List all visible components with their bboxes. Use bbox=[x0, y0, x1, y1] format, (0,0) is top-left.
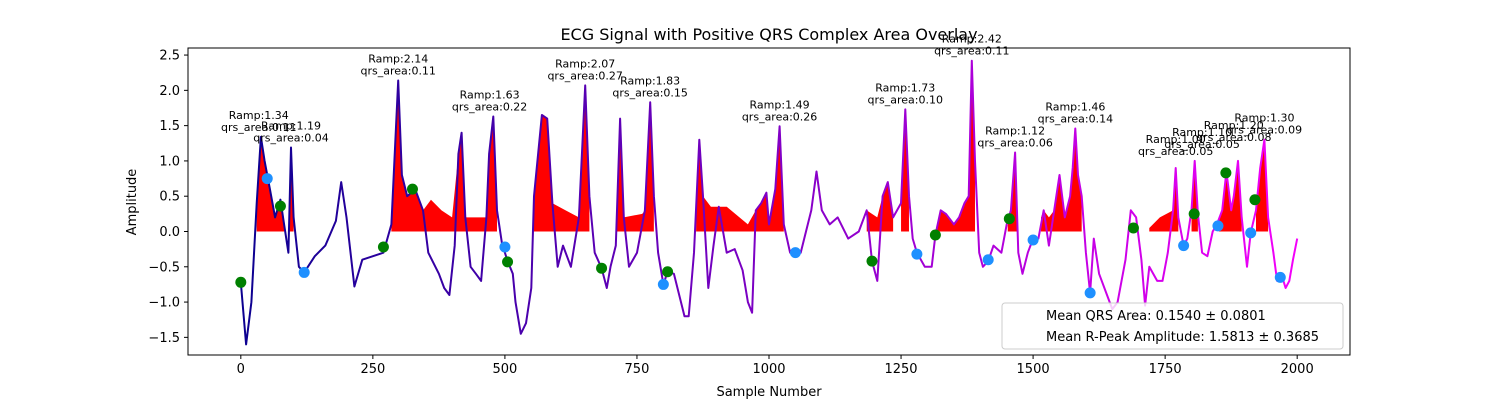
annotation-11-line-0: Ramp:1.00 bbox=[1146, 133, 1206, 146]
annotation-0-line-1: qrs_area:0.11 bbox=[221, 121, 296, 134]
qrs-area-5 bbox=[696, 126, 784, 232]
offset-marker-5 bbox=[596, 262, 608, 274]
onset-marker-3 bbox=[657, 278, 669, 290]
offset-marker-13 bbox=[1249, 194, 1261, 206]
annotation-7-line-1: qrs_area:0.10 bbox=[868, 93, 943, 106]
annotation-1-line-0: Ramp:1.19 bbox=[261, 120, 321, 133]
annotation-6-line-0: Ramp:1.49 bbox=[750, 98, 810, 111]
offset-marker-12 bbox=[1220, 167, 1232, 179]
x-tick-label-2: 500 bbox=[492, 362, 517, 377]
annotation-5-line-1: qrs_area:0.15 bbox=[612, 86, 687, 99]
peak-markers bbox=[235, 167, 1286, 299]
onset-marker-1 bbox=[298, 266, 310, 278]
y-tick-label-1: −1.0 bbox=[148, 296, 180, 311]
onset-marker-9 bbox=[1178, 240, 1190, 252]
y-tick-label-4: 0.5 bbox=[159, 190, 180, 205]
annotation-11-line-1: qrs_area:0.05 bbox=[1138, 145, 1213, 158]
qrs-area-10 bbox=[1041, 128, 1082, 232]
legend-entry-mean-r-peak: Mean R-Peak Amplitude: 1.5813 ± 0.3685 bbox=[1046, 330, 1319, 345]
legend-box bbox=[1001, 302, 1344, 350]
annotation-14-line-1: qrs_area:0.09 bbox=[1227, 124, 1302, 137]
onset-marker-4 bbox=[789, 247, 801, 259]
offset-marker-11 bbox=[1188, 208, 1200, 220]
x-tick-label-5: 1250 bbox=[884, 362, 917, 377]
onset-marker-8 bbox=[1084, 287, 1096, 299]
y-axis-ticks: −1.5 −1.0 −0.5 0.0 0.5 1.0 1.5 2.0 2.5 bbox=[148, 49, 188, 346]
x-tick-label-1: 250 bbox=[360, 362, 385, 377]
annotation-14-line-0: Ramp:1.30 bbox=[1234, 112, 1294, 125]
annotation-1-line-1: qrs_area:0.04 bbox=[253, 132, 328, 145]
onset-marker-6 bbox=[982, 254, 994, 266]
annotation-9-line-0: Ramp:1.12 bbox=[985, 124, 1045, 137]
annotation-8-line-1: qrs_area:0.11 bbox=[934, 45, 1009, 58]
onset-marker-5 bbox=[911, 248, 923, 260]
offset-marker-10 bbox=[1127, 222, 1139, 234]
onset-marker-12 bbox=[1274, 271, 1286, 283]
x-tick-label-8: 2000 bbox=[1281, 362, 1314, 377]
x-tick-label-0: 0 bbox=[237, 362, 245, 377]
offset-marker-3 bbox=[406, 183, 418, 195]
annotation-13-line-1: qrs_area:0.08 bbox=[1196, 131, 1271, 144]
annotation-0-line-0: Ramp:1.34 bbox=[229, 109, 289, 122]
y-tick-label-0: −1.5 bbox=[148, 331, 180, 346]
chart-title: ECG Signal with Positive QRS Complex Are… bbox=[560, 25, 977, 44]
annotation-7-line-0: Ramp:1.73 bbox=[875, 81, 935, 94]
y-tick-label-8: 2.5 bbox=[159, 49, 180, 64]
annotation-10-line-1: qrs_area:0.14 bbox=[1038, 112, 1113, 125]
x-tick-label-7: 1750 bbox=[1149, 362, 1182, 377]
onset-marker-10 bbox=[1212, 220, 1224, 232]
offset-marker-6 bbox=[662, 266, 674, 278]
y-tick-label-5: 1.0 bbox=[159, 154, 180, 169]
offset-marker-9 bbox=[1003, 213, 1015, 225]
annotation-4-line-0: Ramp:2.07 bbox=[555, 57, 615, 70]
annotation-5-line-0: Ramp:1.83 bbox=[620, 74, 680, 87]
offset-marker-1 bbox=[274, 200, 286, 212]
qrs-area-11 bbox=[1149, 167, 1179, 232]
peak-annotations: Ramp:1.34qrs_area:0.11Ramp:1.19qrs_area:… bbox=[221, 33, 1302, 158]
legend: Mean QRS Area: 0.1540 ± 0.0801 Mean R-Pe… bbox=[1001, 302, 1344, 350]
qrs-area-6 bbox=[866, 182, 894, 232]
x-tick-label-4: 1000 bbox=[752, 362, 785, 377]
annotation-3-line-0: Ramp:1.63 bbox=[460, 88, 520, 101]
qrs-area-2 bbox=[391, 80, 497, 232]
annotation-9-line-1: qrs_area:0.06 bbox=[977, 136, 1052, 149]
offset-marker-7 bbox=[866, 255, 878, 267]
offset-marker-0 bbox=[235, 276, 247, 288]
onset-marker-2 bbox=[499, 241, 511, 253]
annotation-8-line-0: Ramp:2.42 bbox=[942, 33, 1002, 46]
annotation-2-line-1: qrs_area:0.11 bbox=[360, 64, 435, 77]
onset-marker-11 bbox=[1245, 227, 1257, 239]
annotation-2-line-0: Ramp:2.14 bbox=[368, 52, 428, 65]
legend-entry-mean-qrs-area: Mean QRS Area: 0.1540 ± 0.0801 bbox=[1046, 309, 1266, 324]
annotation-13-line-0: Ramp:1.20 bbox=[1204, 119, 1264, 132]
annotation-10-line-0: Ramp:1.46 bbox=[1045, 100, 1105, 113]
qrs-area-0 bbox=[256, 136, 285, 232]
annotation-6-line-1: qrs_area:0.26 bbox=[742, 110, 817, 123]
y-axis-label: Amplitude bbox=[125, 169, 140, 236]
annotation-12-line-0: Ramp:1.10 bbox=[1172, 126, 1232, 139]
y-tick-label-2: −0.5 bbox=[148, 260, 180, 275]
x-axis-label: Sample Number bbox=[716, 385, 822, 400]
offset-marker-4 bbox=[502, 256, 514, 268]
x-axis-ticks: 0 250 500 750 1000 1250 1500 1750 2000 bbox=[237, 355, 1314, 377]
y-tick-label-3: 0.0 bbox=[159, 225, 180, 240]
onset-marker-7 bbox=[1027, 234, 1039, 246]
annotation-3-line-1: qrs_area:0.22 bbox=[452, 100, 527, 113]
qrs-area-7 bbox=[901, 109, 909, 232]
offset-marker-2 bbox=[377, 241, 389, 253]
offset-marker-8 bbox=[929, 229, 941, 241]
annotation-4-line-1: qrs_area:0.27 bbox=[547, 69, 622, 82]
y-tick-label-7: 2.0 bbox=[159, 84, 180, 99]
qrs-area-3 bbox=[533, 85, 590, 232]
annotation-12-line-1: qrs_area:0.05 bbox=[1164, 138, 1239, 151]
x-tick-label-6: 1500 bbox=[1017, 362, 1050, 377]
onset-marker-0 bbox=[261, 173, 273, 185]
x-tick-label-3: 750 bbox=[625, 362, 650, 377]
y-tick-label-6: 1.5 bbox=[159, 119, 180, 134]
